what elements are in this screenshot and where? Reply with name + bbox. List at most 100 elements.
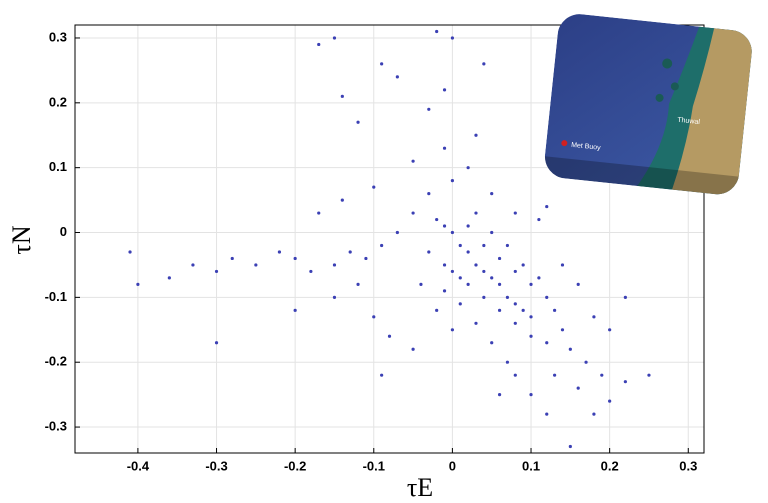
chart: τE τN -0.4-0.3-0.2-0.100.10.20.3-0.3-0.2… [0, 0, 768, 503]
point [128, 250, 131, 253]
point [317, 43, 320, 46]
point [168, 276, 171, 279]
point [545, 205, 548, 208]
point [592, 412, 595, 415]
point [624, 296, 627, 299]
point [317, 211, 320, 214]
point [380, 374, 383, 377]
point [451, 231, 454, 234]
inset-map: Met Buoy Thuwal [543, 12, 754, 196]
point [411, 160, 414, 163]
point [545, 412, 548, 415]
point [451, 270, 454, 273]
x-tick-label: 0.3 [679, 458, 697, 473]
point [451, 179, 454, 182]
point [482, 62, 485, 65]
y-tick-label: 0.1 [49, 159, 67, 174]
y-tick-label: -0.1 [45, 289, 67, 304]
point [529, 283, 532, 286]
point [451, 36, 454, 39]
point [482, 270, 485, 273]
point [333, 296, 336, 299]
point [231, 257, 234, 260]
point [537, 276, 540, 279]
point [514, 302, 517, 305]
point [309, 270, 312, 273]
point [372, 315, 375, 318]
point [356, 121, 359, 124]
y-tick-label: 0.3 [49, 29, 67, 44]
point [569, 348, 572, 351]
point [411, 348, 414, 351]
point [608, 400, 611, 403]
point [443, 289, 446, 292]
point [529, 393, 532, 396]
point [294, 309, 297, 312]
point [419, 283, 422, 286]
point [333, 263, 336, 266]
point [341, 198, 344, 201]
point [451, 328, 454, 331]
point [380, 244, 383, 247]
point [427, 250, 430, 253]
point [584, 361, 587, 364]
point [474, 134, 477, 137]
point [537, 218, 540, 221]
point [467, 166, 470, 169]
point [467, 283, 470, 286]
point [474, 211, 477, 214]
y-tick-label: -0.3 [45, 418, 67, 433]
point [435, 30, 438, 33]
point [349, 250, 352, 253]
point [474, 322, 477, 325]
point [498, 257, 501, 260]
point [514, 374, 517, 377]
point [467, 250, 470, 253]
point [561, 263, 564, 266]
point [498, 393, 501, 396]
x-tick-label: 0.1 [522, 458, 540, 473]
y-tick-label: 0.2 [49, 94, 67, 109]
y-tick-label: 0 [60, 224, 67, 239]
point [529, 335, 532, 338]
point [506, 296, 509, 299]
point [341, 95, 344, 98]
point [364, 257, 367, 260]
point [427, 192, 430, 195]
point [545, 341, 548, 344]
point [490, 341, 493, 344]
point [435, 218, 438, 221]
point [522, 309, 525, 312]
point [490, 231, 493, 234]
point [514, 270, 517, 273]
point [514, 322, 517, 325]
point [498, 283, 501, 286]
point [459, 302, 462, 305]
point [380, 62, 383, 65]
point [396, 75, 399, 78]
x-tick-label: -0.3 [205, 458, 227, 473]
point [443, 88, 446, 91]
point [529, 315, 532, 318]
point [482, 244, 485, 247]
point [254, 263, 257, 266]
point [553, 374, 556, 377]
x-tick-label: -0.4 [127, 458, 150, 473]
point [215, 341, 218, 344]
point [577, 283, 580, 286]
point [191, 263, 194, 266]
point [600, 374, 603, 377]
point [490, 192, 493, 195]
point [443, 224, 446, 227]
point [136, 283, 139, 286]
point [569, 445, 572, 448]
x-tick-label: 0 [449, 458, 456, 473]
point [482, 296, 485, 299]
x-tick-label: 0.2 [601, 458, 619, 473]
point [443, 147, 446, 150]
point [577, 387, 580, 390]
point [647, 374, 650, 377]
point [506, 361, 509, 364]
point [514, 211, 517, 214]
point [411, 211, 414, 214]
